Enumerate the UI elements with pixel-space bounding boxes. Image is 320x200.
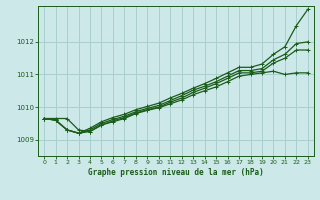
X-axis label: Graphe pression niveau de la mer (hPa): Graphe pression niveau de la mer (hPa) <box>88 168 264 177</box>
